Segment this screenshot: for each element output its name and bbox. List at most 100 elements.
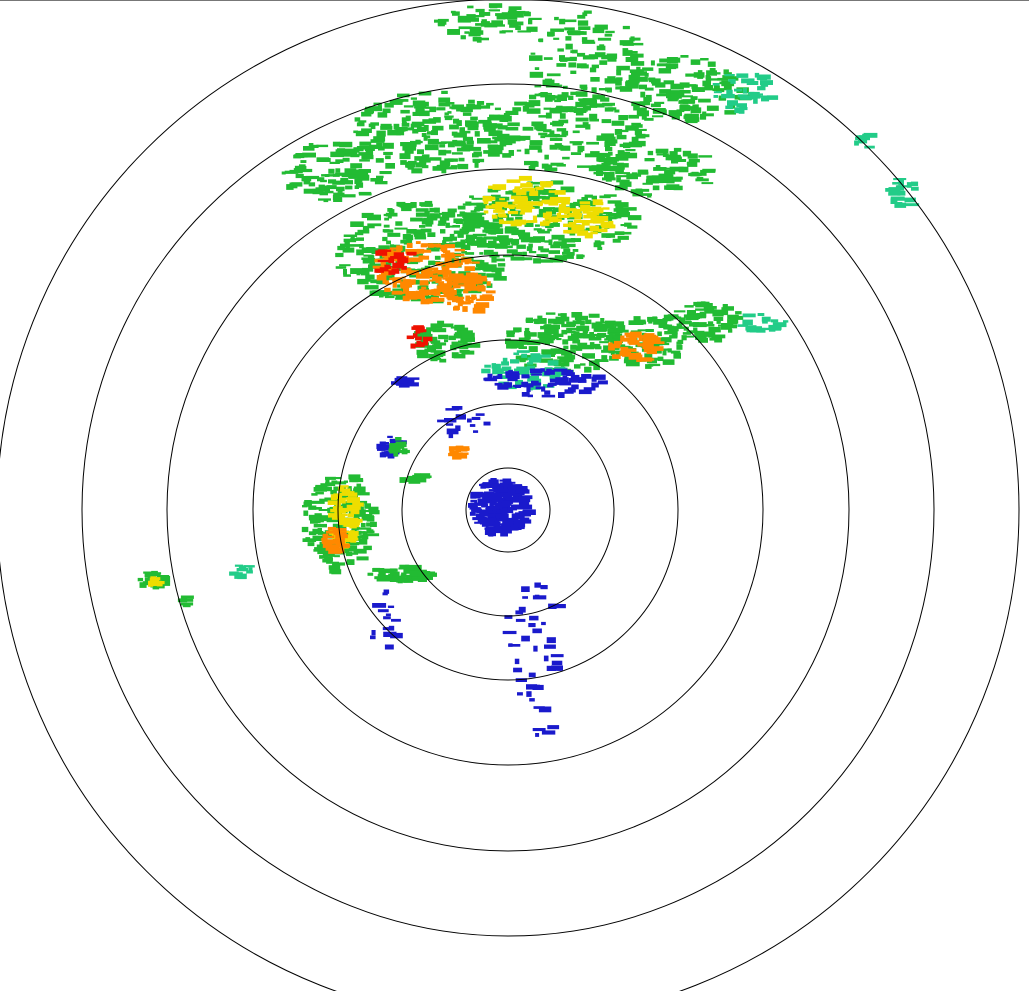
echo-cell <box>400 286 410 289</box>
echo-cell <box>522 251 527 257</box>
echo-cell <box>678 321 692 324</box>
echo-cell <box>535 733 540 737</box>
echo-cell <box>605 135 612 142</box>
echo-cell <box>353 515 360 519</box>
echo-cell <box>382 108 391 114</box>
echo-cell <box>639 107 647 112</box>
echo-cell <box>372 290 386 296</box>
echo-cell <box>374 181 388 185</box>
echo-cell <box>470 216 485 221</box>
echo-cell <box>506 179 521 183</box>
echo-cell <box>543 107 552 110</box>
echo-cell <box>330 151 344 158</box>
echo-cell <box>682 332 692 335</box>
echo-cell <box>412 111 420 116</box>
echo-cell <box>705 331 716 336</box>
echo-cell <box>513 352 520 355</box>
echo-cell <box>553 207 560 213</box>
echo-cell <box>499 198 505 201</box>
echo-cell <box>573 219 585 223</box>
echo-cell <box>581 37 588 42</box>
echo-cell <box>492 184 507 190</box>
echo-cell <box>492 483 504 489</box>
echo-cell <box>380 263 386 267</box>
echo-cell <box>566 372 575 376</box>
echo-cell <box>888 187 901 194</box>
echo-cell <box>184 598 194 602</box>
echo-cell <box>655 82 666 88</box>
echo-cell <box>409 273 422 278</box>
echo-cell <box>658 173 672 179</box>
echo-cell <box>236 568 248 572</box>
echo-cell <box>667 326 679 332</box>
echo-cell <box>582 55 595 60</box>
echo-cell <box>393 451 399 457</box>
echo-cell <box>491 363 501 369</box>
echo-cell <box>574 315 588 320</box>
echo-cell <box>423 574 433 580</box>
echo-cell <box>407 164 414 170</box>
echo-cell <box>383 213 396 217</box>
echo-cell <box>496 509 510 513</box>
echo-cell <box>567 217 581 220</box>
echo-cell <box>389 247 403 250</box>
echo-cell <box>539 38 544 43</box>
echo-cell <box>315 187 324 193</box>
echo-cell <box>418 335 427 341</box>
echo-cell <box>463 289 469 294</box>
echo-cell <box>521 392 530 397</box>
echo-cell <box>566 106 577 110</box>
echo-cell <box>461 350 475 355</box>
echo-cell <box>495 368 501 374</box>
echo-cell <box>448 446 462 451</box>
echo-cell <box>734 88 743 92</box>
echo-cell <box>355 237 364 241</box>
echo-cell <box>301 526 309 533</box>
echo-cell <box>378 245 390 251</box>
echo-cell <box>393 252 405 258</box>
echo-cell <box>342 157 350 162</box>
echo-cell <box>699 311 705 315</box>
echo-cell <box>638 337 643 342</box>
echo-cell <box>514 368 526 372</box>
echo-cell <box>381 276 394 281</box>
echo-cell <box>661 348 670 351</box>
echo-cell <box>514 658 520 665</box>
echo-cell <box>598 88 610 91</box>
echo-cell <box>303 510 309 516</box>
echo-cell <box>627 359 638 364</box>
echo-cell <box>318 184 325 190</box>
echo-cell <box>660 320 668 324</box>
echo-cell <box>568 221 576 228</box>
echo-cell <box>529 145 542 150</box>
echo-cell <box>370 178 383 182</box>
echo-cell <box>563 229 577 234</box>
echo-cell <box>537 315 543 319</box>
echo-cell <box>549 107 559 114</box>
echo-cell <box>528 251 537 254</box>
echo-cell <box>462 301 471 305</box>
echo-cell <box>581 197 588 201</box>
echo-cell <box>451 406 463 410</box>
echo-cell <box>679 317 686 323</box>
echo-cell <box>405 257 414 262</box>
echo-cell <box>615 204 620 207</box>
echo-cell <box>440 245 448 251</box>
echo-cell <box>182 603 191 608</box>
echo-cell <box>356 271 361 276</box>
echo-cell <box>582 122 589 126</box>
echo-cell <box>515 341 526 345</box>
echo-cell <box>692 322 707 328</box>
echo-cell <box>449 450 455 454</box>
echo-cell <box>624 332 637 336</box>
echo-cell <box>521 202 535 206</box>
echo-cell <box>616 175 629 178</box>
echo-cell <box>480 21 490 27</box>
echo-cell <box>446 257 459 261</box>
echo-cell <box>437 19 447 25</box>
echo-cell <box>604 141 610 147</box>
echo-cell <box>649 335 659 341</box>
echo-cell <box>502 239 511 246</box>
echo-cell <box>904 197 916 203</box>
echo-cell <box>569 56 577 60</box>
